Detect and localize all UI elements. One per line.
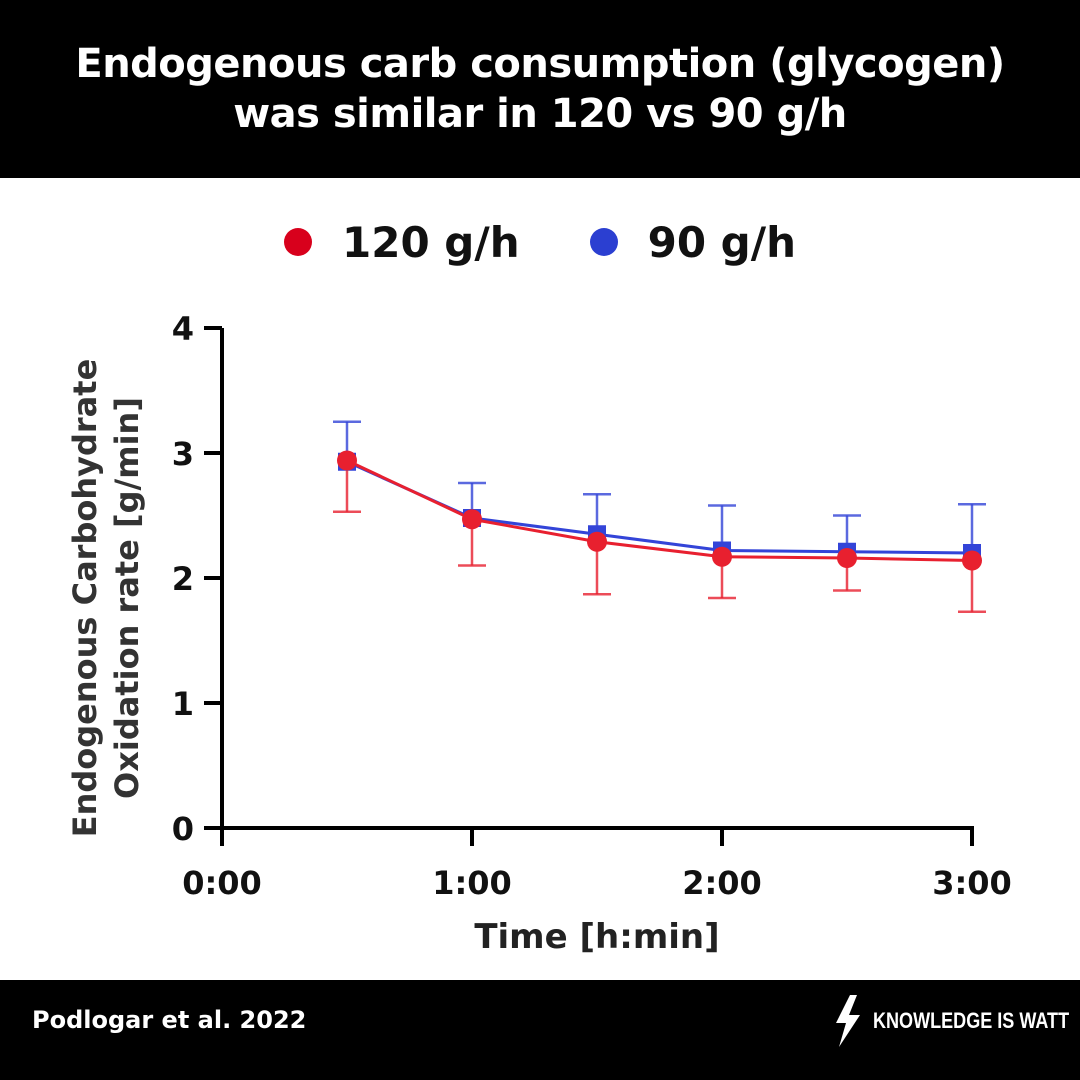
y-tick-label: 4 [172, 310, 194, 348]
y-axis-title-line2: Oxidation rate [g/min] [108, 397, 146, 799]
y-tick-label: 1 [172, 685, 194, 723]
lightning-bolt-icon [835, 995, 860, 1047]
x-tick-label: 3:00 [932, 864, 1012, 902]
header-banner: Endogenous carb consumption (glycogen) w… [0, 0, 1080, 178]
y-tick-label: 3 [172, 435, 194, 473]
page-title-line1: Endogenous carb consumption (glycogen) [75, 41, 1005, 87]
x-axis-title: Time [h:min] [474, 917, 719, 957]
legend-item-120: 120 g/h [284, 218, 520, 267]
citation-text: Podlogar et al. 2022 [32, 1006, 307, 1034]
chart-area: 0 1 2 3 4 0:00 1:00 2:00 3:00 Time [h:min] Endogen… [66, 310, 1012, 957]
legend-marker-90 [589, 228, 618, 256]
x-tick-label: 2:00 [682, 864, 762, 902]
legend-marker-120 [284, 228, 312, 256]
footer-banner: Podlogar et al. 2022 KNOWLEDGE IS WATT [0, 980, 1080, 1080]
data-point-120 [837, 548, 857, 568]
y-axis-title-line1: Endogenous Carbohydrate [66, 359, 104, 838]
y-tick-label: 2 [172, 560, 194, 598]
chart-legend: 120 g/h 90 g/h [0, 212, 1080, 272]
legend-label-120: 120 g/h [342, 217, 520, 267]
data-point-120 [587, 531, 607, 552]
data-point-120 [712, 546, 732, 567]
legend-label-90: 90 g/h [647, 217, 796, 267]
x-tick-label: 0:00 [182, 864, 262, 902]
series-line-120 [346, 459, 973, 562]
data-point-120 [337, 450, 357, 471]
y-tick-label: 0 [172, 810, 194, 848]
brand-name: KNOWLEDGE IS WATT [872, 1008, 1069, 1033]
x-tick-label: 1:00 [432, 864, 512, 902]
brand-logo: KNOWLEDGE IS WATT [833, 995, 1070, 1047]
series-line-90 [346, 460, 973, 555]
page-title-line2: was similar in 120 vs 90 g/h [233, 91, 847, 137]
legend-item-90: 90 g/h [589, 217, 796, 267]
data-point-120 [962, 550, 982, 571]
data-point-120 [462, 509, 482, 530]
